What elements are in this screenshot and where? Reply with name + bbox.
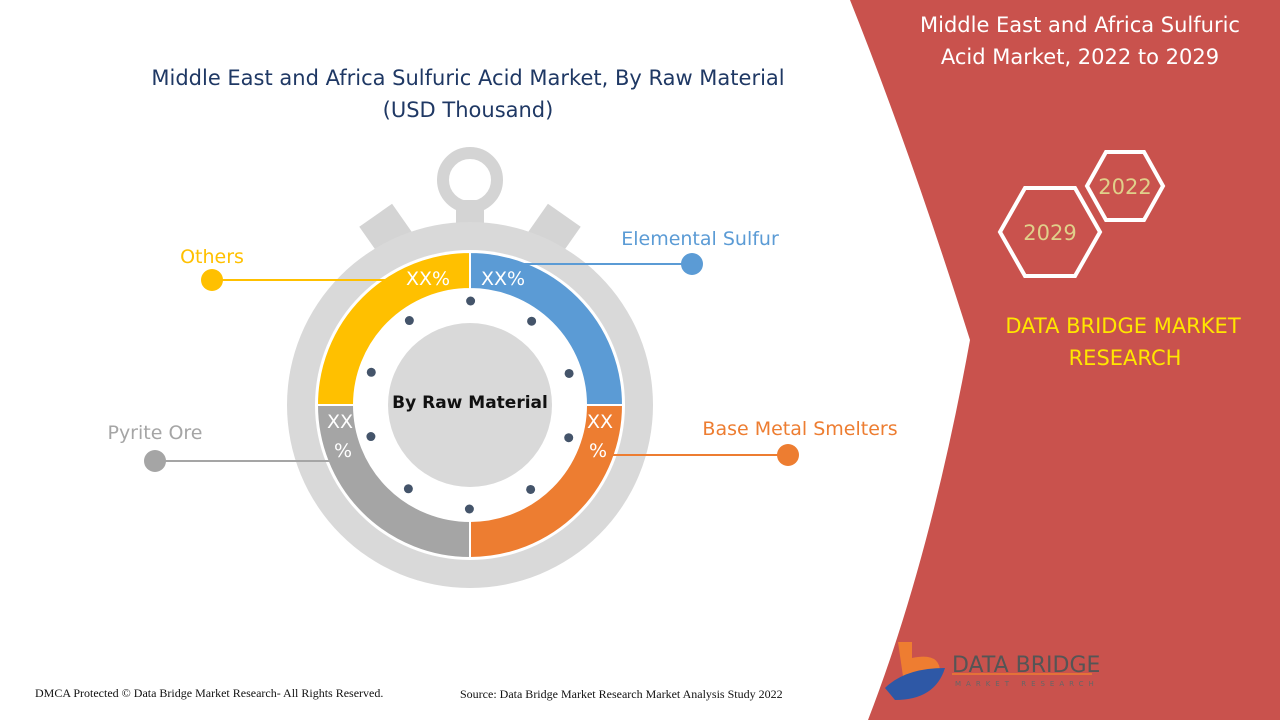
tick-dot [366,432,376,442]
right-panel [850,0,1280,720]
callout-pyrite-ore: Pyrite Ore [107,422,330,472]
callout-elemental-sulfur: Elemental Sulfur [520,228,779,275]
svg-text:Elemental Sulfur: Elemental Sulfur [621,228,779,250]
hexagon-2029 [997,186,1103,278]
center-disc [388,323,552,487]
hexagon-2022 [1084,150,1166,222]
callout-others: Others [180,246,385,291]
panel-title-line1: Middle East and Africa Sulfuric [920,13,1240,37]
value-label-elemental-sulfur: XX% [481,268,525,290]
tick-dot [366,367,376,377]
value-label-pyrite-xx: XX [327,411,353,433]
tick-dot [404,316,414,326]
center-label: By Raw Material [392,393,548,413]
footer-copyright: DMCA Protected © Data Bridge Market Rese… [35,686,383,700]
value-label-base-metal-xx: XX [587,411,613,433]
svg-text:Others: Others [180,246,244,268]
value-label-base-metal-pct: % [589,440,607,462]
value-label-others: XX% [406,268,450,290]
tick-dot [466,296,476,306]
year-2022: 2022 [1098,175,1151,199]
tick-dot [403,484,413,494]
tick-dot [564,433,574,443]
tick-dot [564,368,574,378]
brand-line1: DATA BRIDGE MARKET [1005,314,1240,338]
tick-dots [366,296,574,514]
chart-title-line1: Middle East and Africa Sulfuric Acid Mar… [151,66,784,90]
tick-dot [527,316,537,326]
tick-dot [526,484,536,494]
svg-text:MARKET RESEARCH: MARKET RESEARCH [955,680,1099,688]
data-bridge-logo: DATA BRIDGE MARKET RESEARCH [885,642,1100,700]
callout-base-metal-smelters: Base Metal Smelters [610,418,898,466]
year-2029: 2029 [1023,221,1076,245]
chart-title-line2: (USD Thousand) [383,98,554,122]
svg-text:Base Metal Smelters: Base Metal Smelters [702,418,897,440]
tick-dot [464,504,474,514]
stopwatch-button-right [527,203,581,257]
stopwatch-knob [437,147,503,213]
footer-source: Source: Data Bridge Market Research Mark… [460,687,783,701]
panel-title-line2: Acid Market, 2022 to 2029 [941,45,1219,69]
brand-line2: RESEARCH [1069,346,1182,370]
stopwatch-button-left [359,203,413,257]
svg-text:Pyrite Ore: Pyrite Ore [107,422,202,444]
value-label-pyrite-pct: % [334,440,352,462]
